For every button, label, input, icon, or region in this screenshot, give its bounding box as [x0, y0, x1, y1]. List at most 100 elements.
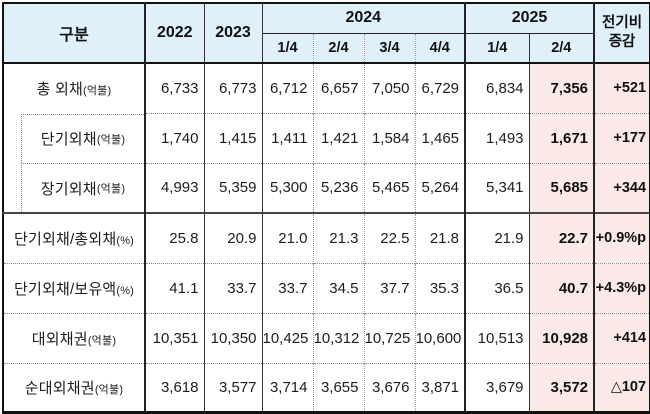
- value-cell: 5,359: [203, 162, 262, 213]
- value-cell: 1,465: [414, 112, 466, 163]
- row-label-cell: 순대외채권(억불): [3, 362, 145, 412]
- change-header-line1: 전기비: [602, 15, 643, 32]
- row-unit: (%): [116, 284, 135, 297]
- row-unit: (%): [116, 234, 135, 247]
- value-cell-highlight: 40.7: [528, 262, 595, 313]
- value-cell: 33.7: [261, 262, 313, 313]
- value-cell-highlight: 3,572: [528, 362, 595, 412]
- table-row-external-credit: 대외채권(억불) 10,351 10,350 10,425 10,312 10,…: [3, 312, 650, 363]
- row-label: 총 외채: [36, 81, 83, 98]
- value-cell-highlight: 22.7: [528, 212, 595, 263]
- value-cell: 5,300: [261, 162, 313, 213]
- value-cell: 10,425: [261, 312, 313, 363]
- change-cell: +414: [593, 312, 650, 363]
- indent-subcell: 단기외채 (억불): [21, 113, 144, 163]
- value-cell-highlight: 1,671: [528, 112, 595, 163]
- change-cell: △107: [593, 362, 650, 412]
- value-cell: 5,264: [414, 162, 466, 213]
- value-cell: 21.8: [414, 212, 466, 263]
- value-cell: 3,679: [464, 362, 530, 412]
- column-header-2024-q4: 4/4: [414, 33, 466, 63]
- table-row-short-debt-to-total: 단기외채/총외채(%) 25.8 20.9 21.0 21.3 22.5 21.…: [3, 212, 650, 263]
- value-cell: 1,584: [363, 112, 415, 163]
- value-cell: 3,655: [312, 362, 364, 412]
- value-cell: 1,421: [312, 112, 364, 163]
- row-label: 단기외채/보유액: [13, 280, 117, 298]
- change-cell: +521: [593, 62, 650, 113]
- value-cell: 6,834: [464, 62, 530, 113]
- value-cell: 1,415: [203, 112, 262, 163]
- column-header-2025-q2: 2/4: [528, 33, 595, 63]
- value-cell: 34.5: [312, 262, 364, 313]
- indent-subcell: 장기외채 (억불): [21, 163, 144, 212]
- value-cell: 7,050: [363, 62, 415, 113]
- value-cell: 6,712: [261, 62, 313, 113]
- value-cell-highlight: 5,685: [528, 162, 595, 213]
- value-cell: 6,773: [203, 62, 262, 113]
- row-unit: (억불): [94, 383, 124, 396]
- column-header-category: 구분: [3, 3, 145, 63]
- row-label-cell: 총 외채(억불): [3, 62, 145, 113]
- change-cell: +177: [593, 112, 650, 163]
- table-row-short-debt-to-reserves: 단기외채/보유액(%) 41.1 33.7 33.7 34.5 37.7 35.…: [3, 262, 650, 313]
- value-cell: 1,740: [144, 112, 204, 163]
- header-row-groups: 구분 2022 2023 2024 2025 전기비 증감: [3, 3, 650, 63]
- column-header-2024-q1: 1/4: [261, 33, 313, 63]
- value-cell: 6,657: [312, 62, 364, 113]
- column-header-2025-q1: 1/4: [464, 33, 530, 63]
- column-header-2023: 2023: [203, 3, 262, 63]
- column-group-2025: 2025: [464, 3, 595, 34]
- value-cell: 1,411: [261, 112, 313, 163]
- row-unit: (억불): [96, 183, 126, 195]
- column-header-change: 전기비 증감: [593, 3, 650, 63]
- row-unit: (억불): [83, 85, 112, 97]
- table-row-net-external-credit: 순대외채권(억불) 3,618 3,577 3,714 3,655 3,676 …: [3, 362, 650, 412]
- row-label: 단기외채: [40, 131, 97, 148]
- row-unit: (억불): [96, 133, 126, 146]
- value-cell: 10,600: [414, 312, 466, 363]
- value-cell: 21.0: [261, 212, 313, 263]
- row-label-cell: 단기외채/보유액(%): [3, 262, 145, 313]
- table-row-total-debt: 총 외채(억불) 6,733 6,773 6,712 6,657 7,050 6…: [3, 62, 650, 113]
- value-cell: 10,312: [312, 312, 364, 363]
- value-cell: 5,236: [312, 162, 364, 213]
- value-cell: 10,725: [363, 312, 415, 363]
- row-label: 장기외채: [40, 180, 97, 198]
- value-cell: 3,618: [144, 362, 204, 412]
- column-header-2024-q2: 2/4: [312, 33, 364, 63]
- change-header-line2: 증감: [608, 34, 636, 50]
- table-row-short-term-debt: 단기외채 (억불) 1,740 1,415 1,411 1,421 1,584 1…: [3, 112, 650, 163]
- change-cell: +0.9%p: [593, 212, 650, 263]
- change-cell: +4.3%p: [593, 262, 650, 313]
- column-header-2024-q3: 3/4: [363, 33, 415, 63]
- value-cell: 6,733: [144, 62, 204, 113]
- table-row-long-term-debt: 장기외채 (억불) 4,993 5,359 5,300 5,236 5,465 5…: [3, 162, 650, 213]
- column-group-2024: 2024: [261, 3, 466, 34]
- change-cell: +344: [593, 162, 650, 213]
- value-cell: 4,993: [144, 162, 204, 213]
- value-cell: 10,351: [144, 312, 204, 363]
- row-unit: (억불): [87, 334, 117, 347]
- value-cell: 10,350: [203, 312, 262, 363]
- value-cell: 21.9: [464, 212, 530, 263]
- column-header-2022: 2022: [144, 3, 204, 63]
- row-label: 단기외채/총외채: [13, 230, 117, 248]
- value-cell: 3,577: [203, 362, 262, 412]
- value-cell: 5,341: [464, 162, 530, 213]
- row-label-cell: 대외채권(억불): [3, 312, 145, 363]
- value-cell: 10,513: [464, 312, 530, 363]
- value-cell: 20.9: [203, 212, 262, 263]
- value-cell: 21.3: [312, 212, 364, 263]
- row-label-cell: 단기외채 (억불): [3, 113, 145, 163]
- row-label: 대외채권: [31, 330, 88, 348]
- value-cell: 5,465: [363, 162, 415, 213]
- value-cell: 3,676: [363, 362, 415, 412]
- value-cell: 25.8: [144, 212, 204, 263]
- row-label-cell: 단기외채/총외채(%): [3, 212, 145, 263]
- value-cell: 6,729: [414, 62, 466, 113]
- value-cell: 3,714: [261, 362, 313, 412]
- value-cell: 37.7: [363, 262, 415, 313]
- row-label: 순대외채권: [24, 379, 95, 397]
- header-row-quarters: 1/4 2/4 3/4 4/4 1/4 2/4: [3, 33, 650, 63]
